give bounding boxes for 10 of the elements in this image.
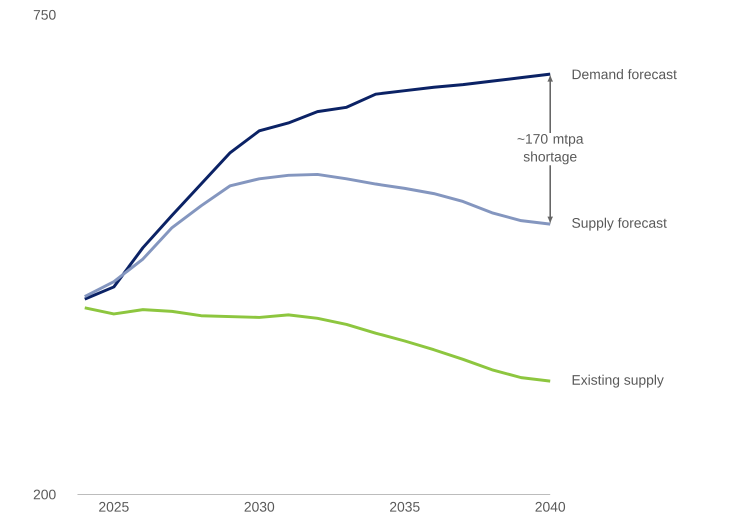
y-tick-label: 200: [34, 490, 56, 500]
series-label: Demand forecast: [572, 69, 677, 80]
x-tick-label: 2035: [390, 502, 420, 512]
x-tick-label: 2025: [99, 502, 129, 512]
series-label: Existing supply: [572, 374, 664, 388]
x-tick-label: 2040: [536, 502, 566, 512]
series-label: Supply forecast: [572, 218, 667, 231]
y-tick-label: 750: [34, 10, 56, 20]
x-tick-label: 2030: [244, 502, 274, 512]
annotation: ~170 mtpa shortage: [518, 134, 584, 164]
